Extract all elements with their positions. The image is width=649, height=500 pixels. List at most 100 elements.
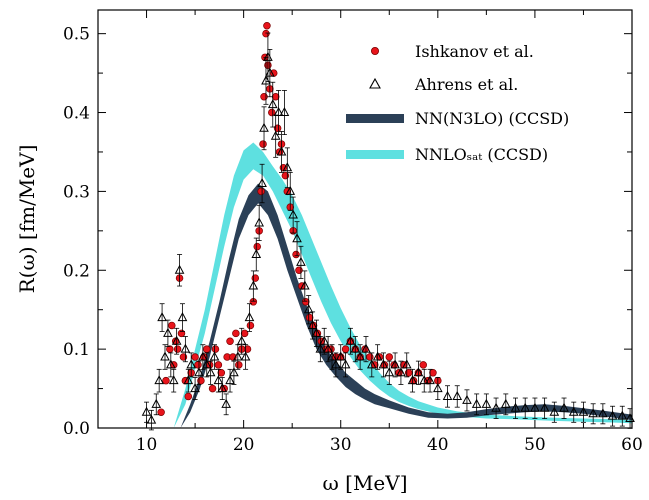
x-tick-label: 30 [330,435,352,455]
point-ahrens [319,327,330,355]
point-ishkanov [179,353,188,361]
point-ahrens [378,352,389,378]
point-ishkanov [341,345,350,353]
point-ahrens [205,360,216,385]
point-ahrens [340,352,351,378]
point-ahrens [588,403,598,425]
point-ahrens [151,393,162,416]
point-ahrens [452,385,463,408]
y-tick-label: 0.1 [63,340,90,360]
point-ahrens [350,336,361,363]
point-ahrens [471,393,482,416]
point-ishkanov [243,345,252,353]
point-ishkanov [292,250,300,259]
point-ahrens [163,319,173,348]
point-ahrens [607,405,618,427]
y-tick-label: 0.5 [63,25,90,45]
legend-swatch-n3lo [346,114,404,123]
point-ishkanov [262,29,270,38]
x-tick-label: 60 [621,435,643,455]
point-ahrens [292,221,302,257]
point-ahrens [221,393,231,416]
point-ahrens [413,360,424,385]
legend-label-n3lo: NN(N3LO) (CCSD) [415,109,569,128]
point-ahrens [442,385,453,408]
point-ahrens [174,254,185,287]
point-ahrens [171,327,182,355]
point-ahrens [491,397,501,419]
point-ahrens [559,397,569,419]
legend-swatch-nnlosat [346,150,404,159]
point-ahrens [183,368,194,393]
y-tick-label: 0.2 [63,261,90,281]
point-ahrens [194,360,204,385]
point-ahrens [307,311,318,340]
point-ahrens [530,397,540,419]
plot-frame [97,9,633,429]
point-ahrens [265,49,275,98]
x-tick-label: 20 [233,435,255,455]
point-ahrens [296,245,306,279]
point-ishkanov [197,376,205,385]
point-ishkanov [173,345,182,353]
point-ishkanov [191,353,199,361]
point-ahrens [288,196,298,234]
band-nnlosat [173,142,632,428]
point-ishkanov [226,337,234,345]
point-ahrens [229,360,239,385]
y-tick-label: 0.4 [63,104,90,124]
point-ahrens [177,303,188,332]
point-ahrens [539,397,550,419]
point-ishkanov [214,361,223,369]
point-ahrens [299,270,310,302]
point-ishkanov [217,369,226,377]
point-ahrens [232,344,243,370]
point-ishkanov [184,392,193,401]
x-tick-label: 40 [427,435,449,455]
point-ahrens [568,401,579,423]
legend-label-ahrens: Ahrens et al. [414,75,518,94]
point-ahrens [254,204,265,242]
point-ahrens [372,344,383,370]
point-ahrens [257,163,267,204]
point-ahrens [384,360,395,385]
point-ahrens [186,352,197,378]
point-ahrens [267,81,278,128]
point-ahrens [425,368,435,393]
point-ishkanov [260,93,268,101]
point-ahrens [285,172,296,211]
y-tick-label: 0.0 [63,419,90,439]
point-ishkanov [305,313,314,322]
point-ahrens [259,106,269,151]
point-ishkanov [429,369,437,377]
point-ahrens [625,408,635,429]
point-ahrens [273,90,284,136]
y-axis-label: R(ω) [fm/MeV] [15,145,39,294]
point-ahrens [190,377,200,401]
point-ahrens [520,397,531,419]
point-ishkanov [404,369,413,377]
point-ahrens [396,360,406,385]
point-ishkanov [385,353,394,361]
point-ishkanov [240,329,249,338]
point-ahrens [248,270,259,302]
point-ishkanov [419,361,428,369]
point-ishkanov [257,187,265,196]
legend-marker-ishkanov [370,47,379,56]
point-ahrens [282,147,293,189]
point-ahrens [225,368,235,393]
point-ishkanov [271,93,280,101]
point-ahrens [168,368,179,393]
point-ahrens [180,336,191,363]
point-ishkanov [232,329,240,338]
point-ishkanov [268,108,276,117]
point-ahrens [407,368,418,393]
point-ahrens [157,303,167,332]
point-ahrens [327,344,337,370]
point-ahrens [251,237,262,272]
point-ishkanov [162,376,170,385]
point-ahrens [510,397,521,419]
point-ahrens [217,377,228,401]
point-ahrens [276,131,287,173]
point-ishkanov [194,361,202,369]
